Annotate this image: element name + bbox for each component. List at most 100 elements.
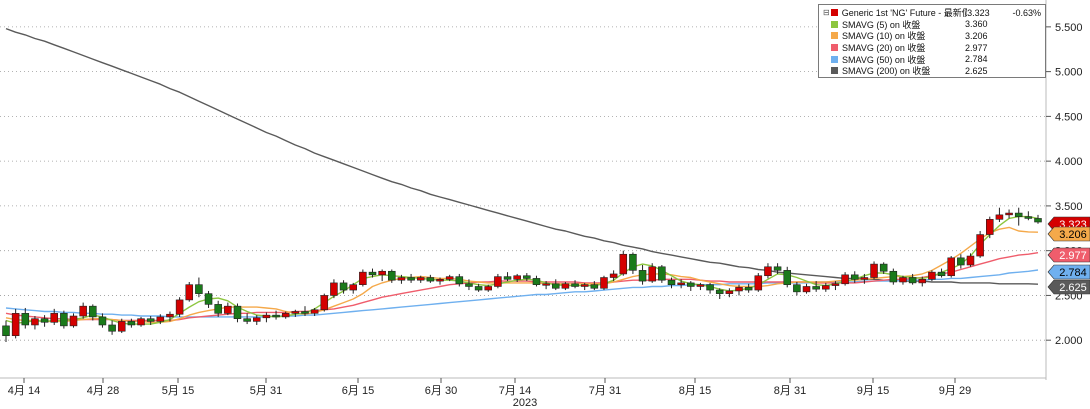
tag-shape [1047,264,1090,280]
candle-body [146,318,155,322]
candle-body [937,271,946,277]
legend-swatch-sma5 [831,20,838,28]
y-tick-label: 3.500 [1055,201,1083,213]
candle-body [957,257,965,266]
tag-shape [1047,247,1090,263]
candle-body [744,287,753,291]
candle-body [349,284,357,291]
candle-body [561,283,570,289]
candle-body [532,278,541,285]
candle-body [995,214,1004,220]
candle-body [60,313,68,327]
x-tick-label: 6月 15 [342,385,374,397]
legend-value: 2.977 [965,42,988,53]
tag-label: 2.625 [1059,282,1087,294]
candle-body [89,305,97,318]
legend-row-sma200: SMAVG (200) on 收盤 2.625 [823,65,1041,77]
candle-body [1034,218,1042,223]
candle-body [841,274,849,285]
candle-body [252,317,261,322]
legend-label: SMAVG (50) on 收盤 [842,54,926,65]
candle-body [117,321,126,332]
candle-body [629,253,637,271]
candle-body [600,277,608,289]
ma-line-10 [5,226,1039,323]
legend-label: SMAVG (5) on 收盤 [842,19,921,30]
candle-body [503,276,512,280]
candle-body [986,219,994,235]
candle-body [272,314,280,318]
candle-body [715,289,724,294]
candle-body [783,270,792,285]
candle-body [908,277,917,284]
candle-body [696,284,705,287]
candle-body [513,275,521,280]
x-tick-label: 4月 14 [8,385,40,397]
legend-swatch-sma200 [831,67,838,75]
last-value-tag: 2.784 [1047,264,1090,280]
candle-body [2,325,10,337]
candle-body [40,318,49,323]
legend-row-sma5: SMAVG (5) on 收盤 3.360 [823,19,1041,31]
y-tick-label: 5.500 [1055,22,1083,34]
candle-body [812,286,820,290]
candle-body [301,311,309,314]
candle-body [416,277,425,281]
candle-body [137,318,145,326]
x-tick-label: 9月 29 [939,385,971,397]
candle-body [580,284,589,287]
legend-row-sma50: SMAVG (50) on 收盤 2.784 [823,53,1041,65]
legend-change: -0.63% [1012,7,1042,18]
candle-body [156,316,165,322]
candle-body [687,282,695,287]
candle-body [918,279,927,284]
candle-body [542,283,550,286]
candle-body [764,266,772,277]
candle-body [1024,216,1033,219]
candle-body [465,283,473,287]
y-tick-label: 2.000 [1055,335,1083,347]
candle-body [233,305,242,320]
candle-body [359,271,367,285]
legend-label: SMAVG (10) on 收盤 [842,31,926,42]
legend-row-price: ⊟ Generic 1st 'NG' Future - 最新價 3.323 -0… [823,7,1041,19]
x-year-label: 2023 [513,397,537,409]
candle-body [551,283,560,289]
candle-body [21,313,30,326]
candle-body [368,271,377,276]
candle-body [436,279,444,282]
candle-body [725,290,734,294]
x-tick-label: 8月 31 [774,385,806,397]
candle-body [667,279,676,285]
candle-body [214,304,222,314]
collapse-icon[interactable]: ⊟ [823,8,830,18]
candle-body [860,277,869,280]
candle-body [484,286,493,291]
legend-value: 3.360 [965,19,988,30]
candle-body [976,234,984,257]
legend-value: 3.206 [965,30,988,41]
candle-body [224,305,232,314]
x-tick-label: 4月 28 [87,385,119,397]
legend-label: SMAVG (200) on 收盤 [842,66,931,77]
candle-body [339,282,348,291]
legend-value: 2.625 [965,65,988,76]
tag-label: 2.977 [1059,250,1087,262]
x-tick-label: 5月 31 [250,385,282,397]
legend-row-sma10: SMAVG (10) on 收盤 3.206 [823,30,1041,42]
candle-body [793,284,801,293]
candle-body [754,275,763,291]
candle-body [590,284,599,289]
ma-line-50 [5,269,1039,318]
candle-body [195,284,203,294]
last-value-tag: 2.625 [1047,279,1090,295]
candle-body [648,266,656,282]
candle-body [889,270,898,283]
candle-body [966,255,975,266]
candle-body [108,324,116,332]
candle-body [850,274,859,280]
legend-swatch-sma50 [831,55,838,63]
candle-body [330,282,338,296]
candle-body [773,266,782,271]
y-tick-label: 5.000 [1055,67,1083,79]
